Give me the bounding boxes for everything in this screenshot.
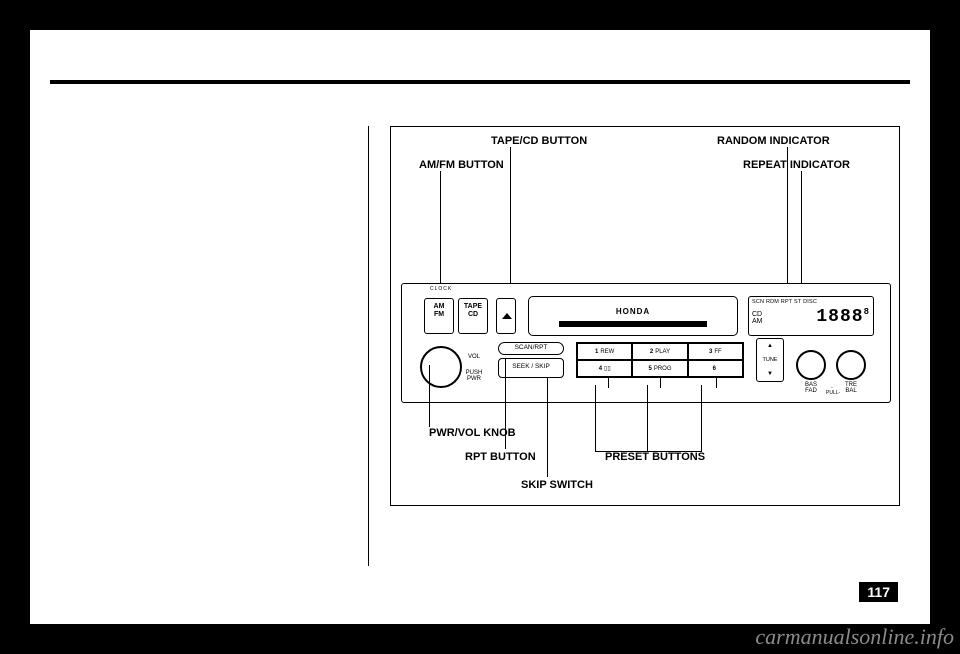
tick (660, 378, 661, 388)
label-am-fm-button: AM/FM BUTTON (419, 159, 504, 171)
preset-num: 4 (599, 366, 602, 372)
label-pwr-vol-knob: PWR/VOL KNOB (429, 427, 516, 439)
leader (647, 385, 648, 451)
tape-cd-line2: CD (459, 311, 487, 319)
page-number: 117 (859, 582, 898, 602)
label-rpt-button: RPT BUTTON (465, 451, 536, 463)
display-band: CD AM (752, 311, 763, 325)
preset-1[interactable]: 1REW (577, 343, 632, 360)
label-random-indicator: RANDOM INDICATOR (717, 135, 830, 147)
tune-up[interactable]: ▲ (757, 339, 783, 353)
bas-fad-label: BAS FAD (796, 382, 826, 394)
radio-top-row: AM FM TAPE CD HONDA SCN RDM RPT ST DISC … (416, 294, 876, 338)
eject-button[interactable] (496, 298, 516, 334)
tick (608, 378, 609, 388)
leader (787, 147, 788, 291)
label-preset-buttons: PRESET BUTTONS (605, 451, 705, 463)
leader (701, 385, 702, 451)
vol-label: VOL (464, 354, 484, 360)
digits-suffix: 8 (864, 307, 870, 317)
leader (801, 171, 802, 291)
tape-cd-button[interactable]: TAPE CD (458, 298, 488, 334)
tune-label: TUNE (757, 353, 783, 367)
tune-group: ▲ TUNE ▼ (756, 338, 784, 382)
label-skip-switch: SKIP SWITCH (521, 479, 593, 491)
label-repeat-indicator: REPEAT INDICATOR (743, 159, 850, 171)
preset-6[interactable]: 6 (688, 360, 743, 377)
preset-num: 5 (648, 366, 651, 372)
preset-text: ▯▯ (604, 365, 611, 372)
preset-num: 6 (713, 366, 716, 372)
leader (510, 147, 511, 301)
scan-rpt-button[interactable]: SCAN/RPT (498, 342, 564, 355)
preset-num: 1 (595, 349, 598, 355)
preset-text: FF (714, 349, 721, 355)
column-divider (368, 126, 369, 566)
display-frequency: 18888 (816, 307, 870, 327)
leader (595, 385, 596, 451)
cassette-slot (559, 321, 707, 327)
leader (440, 171, 441, 301)
tape-cd-line1: TAPE (459, 303, 487, 311)
tune-down[interactable]: ▼ (757, 367, 783, 381)
cassette-door[interactable]: HONDA (528, 296, 738, 336)
seek-skip-switch[interactable]: SEEK / SKIP (498, 358, 564, 378)
manual-page: TAPE/CD BUTTON RANDOM INDICATOR AM/FM BU… (30, 30, 930, 624)
preset-text: PLAY (655, 349, 670, 355)
pwr-vol-knob[interactable] (420, 346, 462, 388)
label-tape-cd-button: TAPE/CD BUTTON (491, 135, 587, 147)
am-fm-button[interactable]: AM FM (424, 298, 454, 334)
pull-label: -PULL- (826, 386, 838, 396)
am-fm-line2: FM (425, 311, 453, 319)
preset-text: PROG (654, 366, 672, 372)
lcd-display: SCN RDM RPT ST DISC CD AM 18888 (748, 296, 874, 336)
display-indicators: SCN RDM RPT ST DISC (752, 299, 870, 305)
radio-bottom-row: VOL PUSH PWR SCAN/RPT SEEK / SKIP 1REW 2… (416, 342, 876, 394)
watermark: carmanualsonline.info (755, 624, 954, 650)
preset-3[interactable]: 3FF (688, 343, 743, 360)
preset-4[interactable]: 4▯▯ (577, 360, 632, 377)
preset-num: 2 (650, 349, 653, 355)
pwr-label: PUSH PWR (460, 370, 488, 382)
digits-main: 1888 (816, 307, 863, 327)
top-rule (50, 80, 910, 84)
tre-bal-knob[interactable] (836, 350, 866, 380)
preset-text: REW (600, 349, 614, 355)
preset-5[interactable]: 5PROG (632, 360, 687, 377)
bas-fad-knob[interactable] (796, 350, 826, 380)
radio-figure: TAPE/CD BUTTON RANDOM INDICATOR AM/FM BU… (390, 126, 900, 506)
preset-2[interactable]: 2PLAY (632, 343, 687, 360)
preset-num: 3 (709, 349, 712, 355)
tick (716, 378, 717, 388)
am-fm-line1: AM (425, 303, 453, 311)
preset-grid: 1REW 2PLAY 3FF 4▯▯ 5PROG 6 (576, 342, 744, 378)
tre-bal-label: TRE BAL (836, 382, 866, 394)
cassette-brand: HONDA (529, 307, 737, 316)
leader (547, 377, 548, 477)
leader (429, 365, 430, 427)
clock-label: CLOCK (430, 286, 452, 292)
car-radio: CLOCK AM FM TAPE CD HONDA SCN RDM RPT ST… (401, 283, 891, 403)
